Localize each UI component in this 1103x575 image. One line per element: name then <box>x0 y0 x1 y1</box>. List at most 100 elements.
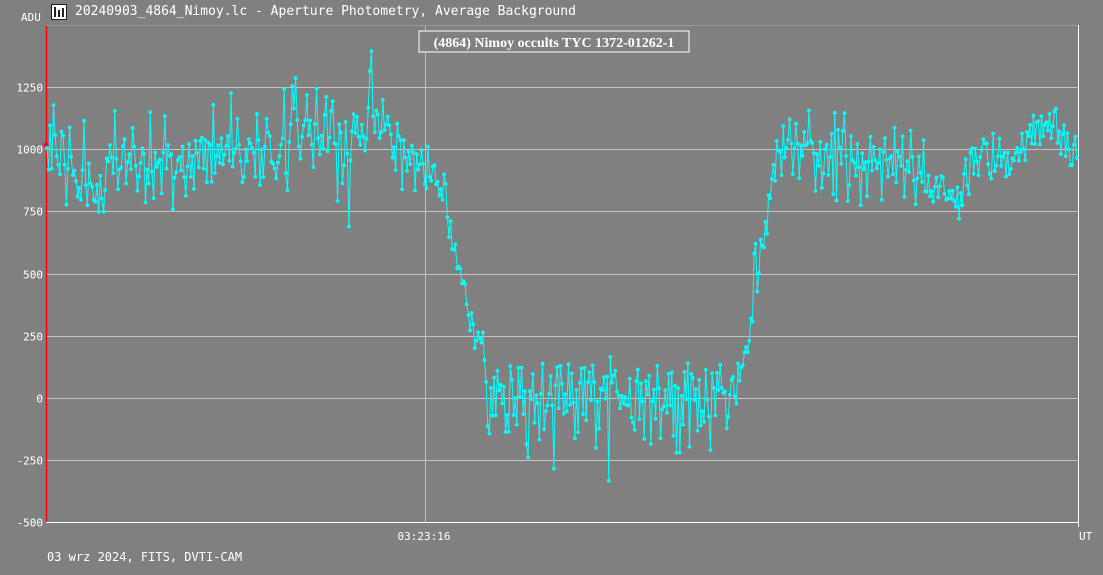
data-point <box>108 143 112 147</box>
data-point <box>83 183 88 187</box>
data-point <box>676 386 681 390</box>
chart-icon[interactable] <box>51 4 67 20</box>
data-point <box>474 338 479 343</box>
data-point <box>529 397 534 402</box>
data-point <box>912 178 916 183</box>
y-axis-label: ADU <box>21 11 41 24</box>
data-point <box>742 350 747 355</box>
data-point <box>69 154 74 159</box>
data-point <box>994 163 999 168</box>
data-point <box>715 371 719 375</box>
data-point <box>810 141 815 145</box>
data-point <box>133 163 138 168</box>
data-point <box>669 370 674 375</box>
data-point <box>1013 150 1018 155</box>
data-point <box>518 394 522 399</box>
data-point <box>984 141 989 146</box>
data-point <box>216 143 221 148</box>
data-point <box>616 393 621 398</box>
data-point <box>894 180 899 185</box>
data-point <box>169 152 174 157</box>
title-bar: 20240903_4864_Nimoy.lc - Aperture Photom… <box>0 0 1103 24</box>
data-point <box>481 330 485 335</box>
data-point <box>548 374 553 378</box>
data-point <box>705 397 710 402</box>
data-point <box>432 163 437 168</box>
data-point <box>928 194 932 199</box>
data-point <box>53 133 57 138</box>
data-point <box>976 173 981 178</box>
data-point <box>266 130 271 135</box>
data-point <box>246 137 251 142</box>
data-point <box>849 134 853 139</box>
data-point <box>196 165 201 170</box>
data-point <box>534 393 539 398</box>
data-point <box>815 152 819 156</box>
data-point <box>623 395 627 399</box>
data-point <box>527 389 532 394</box>
data-point <box>821 171 826 176</box>
data-point <box>75 194 80 199</box>
data-point <box>750 319 755 324</box>
data-point <box>657 386 661 390</box>
data-point <box>897 154 902 159</box>
data-point <box>171 207 175 212</box>
data-point <box>921 138 926 143</box>
data-point <box>1031 113 1036 118</box>
data-point <box>813 189 818 193</box>
data-point <box>797 176 802 181</box>
data-point <box>414 152 419 157</box>
data-point <box>952 199 957 203</box>
data-point <box>214 154 219 159</box>
data-point <box>606 478 611 483</box>
data-point <box>272 166 277 171</box>
data-point <box>190 154 195 158</box>
data-point <box>807 108 811 113</box>
data-point <box>1050 124 1055 128</box>
data-point <box>319 133 324 138</box>
data-point <box>619 393 624 398</box>
data-point <box>468 328 472 333</box>
data-point <box>88 181 93 186</box>
data-point <box>613 368 618 373</box>
data-point <box>707 414 711 419</box>
data-point <box>702 420 706 424</box>
data-point <box>429 178 434 183</box>
data-point <box>347 224 351 229</box>
data-point <box>658 436 663 441</box>
data-point <box>230 164 235 169</box>
data-point <box>532 420 537 425</box>
data-point <box>905 159 910 164</box>
data-point <box>1054 106 1058 111</box>
data-point <box>610 380 614 385</box>
data-point <box>962 172 966 176</box>
data-point <box>886 174 890 179</box>
data-point <box>868 134 873 139</box>
data-point <box>916 154 921 159</box>
data-point <box>79 197 83 202</box>
data-point <box>166 143 171 147</box>
data-point <box>85 203 90 208</box>
data-point <box>358 142 363 147</box>
data-point <box>82 118 86 123</box>
data-point <box>608 355 613 359</box>
data-point <box>749 316 753 321</box>
data-point <box>416 167 421 172</box>
data-point <box>285 188 290 193</box>
data-point <box>116 187 120 192</box>
data-point <box>1002 150 1007 155</box>
data-point <box>198 139 203 143</box>
data-point <box>682 370 687 374</box>
data-point <box>744 345 748 349</box>
data-point <box>784 146 789 150</box>
data-point <box>1052 109 1057 114</box>
data-point <box>703 368 708 372</box>
data-point <box>322 112 327 117</box>
data-point <box>653 417 658 421</box>
data-point <box>238 159 243 164</box>
data-point <box>965 183 970 188</box>
data-point <box>492 375 497 380</box>
data-point <box>563 392 568 396</box>
data-point <box>564 409 569 414</box>
